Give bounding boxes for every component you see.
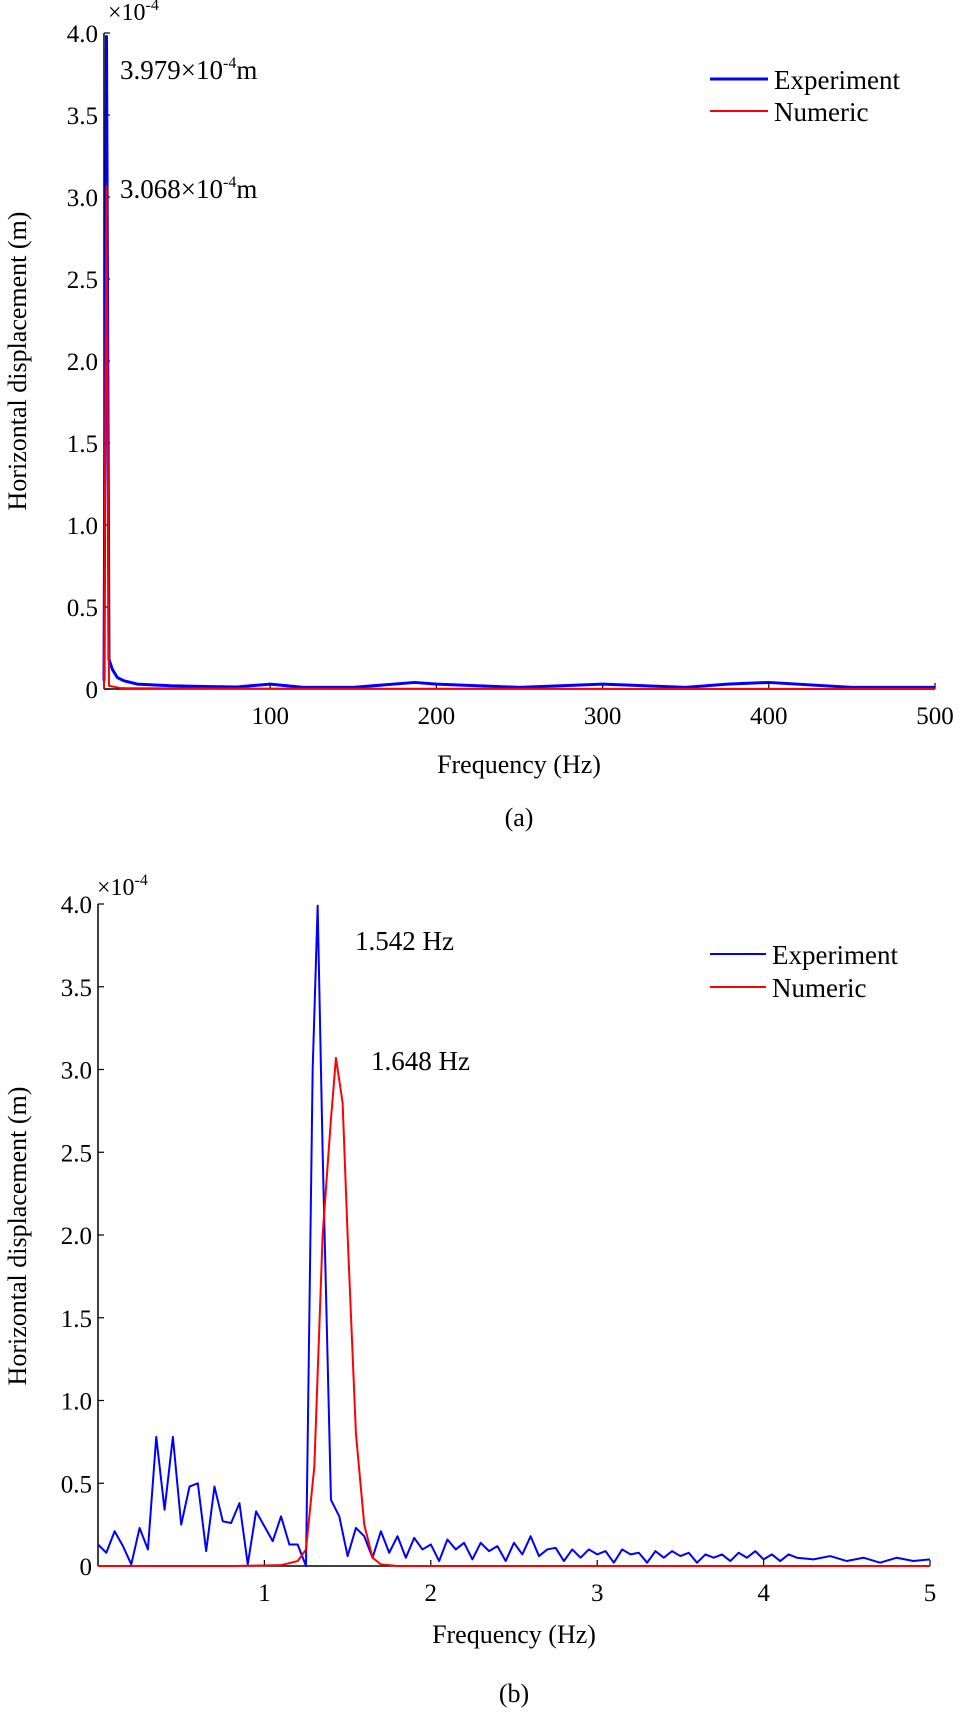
y-tick-label: 2.5: [67, 267, 98, 294]
x-tick-label: 300: [584, 703, 622, 730]
y-tick-label: 3.0: [61, 1058, 92, 1085]
peak-annotation-experiment: 3.979×10-4m: [120, 55, 257, 85]
y-tick-label: 1.0: [61, 1389, 92, 1416]
x-axis-label: Frequency (Hz): [432, 1620, 596, 1649]
y-multiplier: ×10-4: [108, 0, 159, 26]
x-tick-label: 200: [418, 703, 456, 730]
legend: Experiment Numeric: [710, 65, 900, 127]
y-tick-label: 1.5: [67, 431, 98, 458]
panel-a: 0 0.5 1.0 1.5 2.0 2.5 3.0 3.5 4.0 100 200 300 400 50…: [3, 0, 954, 832]
y-tick-label: 3.5: [67, 103, 98, 130]
y-tick-label: 4.0: [67, 21, 98, 48]
legend-label-numeric: Numeric: [774, 97, 868, 127]
y-ticks: 0 0.5 1.0 1.5 2.0 2.5 3.0 3.5 4.0: [67, 21, 110, 704]
y-tick-label: 2.0: [67, 349, 98, 376]
x-tick-label: 500: [916, 703, 954, 730]
y-ticks: 0 0.5 1.0 1.5 2.0 2.5 3.0 3.5 4.0: [61, 892, 104, 1581]
x-tick-label: 4: [757, 1580, 770, 1607]
y-axis-label: Horizontal displacement (m): [3, 212, 32, 511]
x-tick-label: 5: [924, 1580, 937, 1607]
series-group: [97, 904, 931, 1567]
y-tick-label: 1.5: [61, 1306, 92, 1333]
panel-caption: (b): [499, 1679, 529, 1708]
legend-label-experiment: Experiment: [772, 940, 898, 970]
panel-b: 0 0.5 1.0 1.5 2.0 2.5 3.0 3.5 4.0 1 2 3 4 5 ×10-4 1.…: [3, 872, 936, 1708]
x-tick-label: 100: [251, 703, 289, 730]
y-tick-label: 0.5: [61, 1471, 92, 1498]
series-line-experiment: [102, 34, 935, 689]
y-axis-label: Horizontal displacement (m): [3, 1087, 32, 1386]
y-tick-label: 3.0: [67, 185, 98, 212]
legend-label-numeric: Numeric: [772, 973, 866, 1003]
x-tick-label: 400: [750, 703, 788, 730]
y-tick-label: 0.5: [67, 595, 98, 622]
legend: Experiment Numeric: [710, 940, 898, 1003]
y-multiplier: ×10-4: [97, 872, 148, 901]
y-tick-label: 1.0: [67, 513, 98, 540]
series-line-experiment: [97, 904, 931, 1567]
legend-label-experiment: Experiment: [774, 65, 900, 95]
x-axis-label: Frequency (Hz): [437, 750, 601, 779]
y-tick-label: 0: [80, 1554, 93, 1581]
peak-annotation-numeric: 3.068×10-4m: [120, 174, 257, 204]
x-tick-label: 2: [425, 1580, 438, 1607]
x-ticks: 100 200 300 400 500: [251, 683, 954, 730]
peak-annotation-numeric: 1.648 Hz: [371, 1046, 470, 1076]
y-tick-label: 0: [86, 677, 99, 704]
panel-caption: (a): [505, 803, 534, 832]
series-line-numeric: [103, 184, 936, 690]
x-tick-label: 3: [591, 1580, 604, 1607]
y-tick-label: 2.0: [61, 1223, 92, 1250]
y-tick-label: 2.5: [61, 1140, 92, 1167]
series-group: [102, 34, 936, 690]
y-tick-label: 4.0: [61, 892, 92, 919]
series-line-numeric: [98, 1056, 930, 1567]
peak-annotation-experiment: 1.542 Hz: [355, 926, 454, 956]
y-tick-label: 3.5: [61, 975, 92, 1002]
x-tick-label: 1: [258, 1580, 271, 1607]
x-ticks: 1 2 3 4 5: [258, 1560, 936, 1607]
